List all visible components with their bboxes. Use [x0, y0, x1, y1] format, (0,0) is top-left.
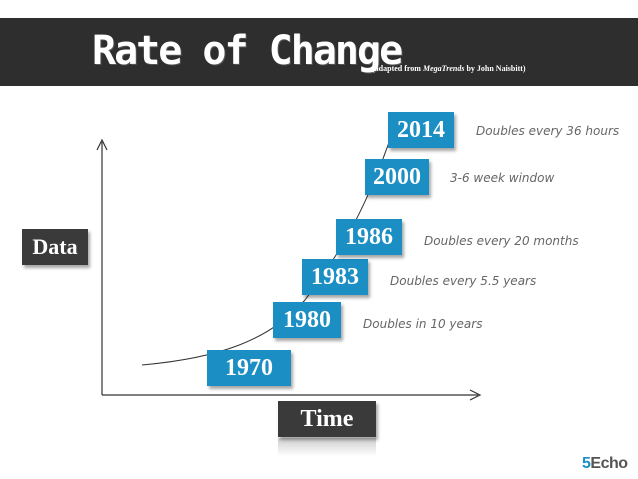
header-banner: Rate of Change (adapted from MegaTrends … [0, 18, 638, 86]
y-axis-label: Data [22, 229, 88, 265]
brand-logo: 5Echo [582, 455, 628, 473]
milestone-note-1983: Doubles every 5.5 years [390, 274, 537, 288]
milestone-note-1986: Doubles every 20 months [424, 234, 579, 248]
milestone-note-2014: Doubles every 36 hours [476, 124, 620, 138]
milestone-note-2000: 3-6 week window [450, 171, 555, 185]
milestone-year-2014: 2014 [388, 112, 454, 148]
y-axis-arrow-icon [96, 138, 108, 151]
milestone-year-1983: 1983 [302, 259, 368, 295]
page-subtitle: (adapted from MegaTrends by John Naisbit… [372, 64, 526, 73]
x-axis-label-reflection [278, 438, 376, 456]
x-axis-arrow-icon [469, 389, 482, 401]
logo-number: 5 [582, 455, 591, 472]
subtitle-suffix: by John Naisbitt) [464, 64, 526, 73]
milestone-year-1980: 1980 [273, 302, 341, 338]
x-axis-label: Time [278, 401, 376, 437]
milestone-note-1980: Doubles in 10 years [363, 317, 483, 331]
subtitle-prefix: (adapted from [372, 64, 423, 73]
page-title: Rate of Change [92, 28, 403, 74]
subtitle-book: MegaTrends [422, 64, 465, 73]
milestone-year-1970: 1970 [207, 350, 291, 386]
logo-word: Echo [590, 455, 628, 472]
milestone-year-1986: 1986 [336, 219, 402, 255]
milestone-year-2000: 2000 [365, 159, 429, 195]
